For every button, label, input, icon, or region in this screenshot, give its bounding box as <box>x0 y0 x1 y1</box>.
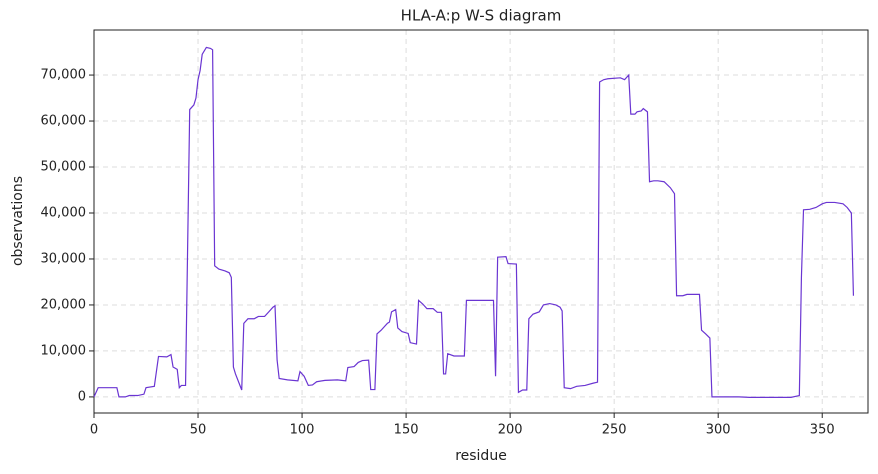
plot-frame <box>93 29 869 414</box>
y-tick-label: 10,000 <box>41 343 87 358</box>
y-axis-label: observations <box>10 176 26 266</box>
x-tick-label: 50 <box>190 423 207 438</box>
y-tick-label: 20,000 <box>41 297 87 312</box>
y-tick-label: 40,000 <box>41 205 87 220</box>
x-tick-label: 100 <box>290 423 315 438</box>
x-tick-label: 200 <box>498 423 523 438</box>
chart-title: HLA-A:p W-S diagram <box>401 7 562 25</box>
y-tick-label: 70,000 <box>41 68 87 83</box>
data-line <box>93 46 855 398</box>
x-tick-label: 300 <box>706 423 731 438</box>
x-tick-label: 0 <box>90 423 98 438</box>
y-tick-label: 50,000 <box>41 160 87 175</box>
x-tick-label: 250 <box>602 423 627 438</box>
y-tick-label: 30,000 <box>41 251 87 266</box>
x-tick-label: 150 <box>394 423 419 438</box>
x-tick-label: 350 <box>810 423 835 438</box>
y-tick-label: 0 <box>78 389 86 404</box>
x-axis-label: residue <box>455 448 507 464</box>
y-tick-label: 60,000 <box>41 114 87 129</box>
